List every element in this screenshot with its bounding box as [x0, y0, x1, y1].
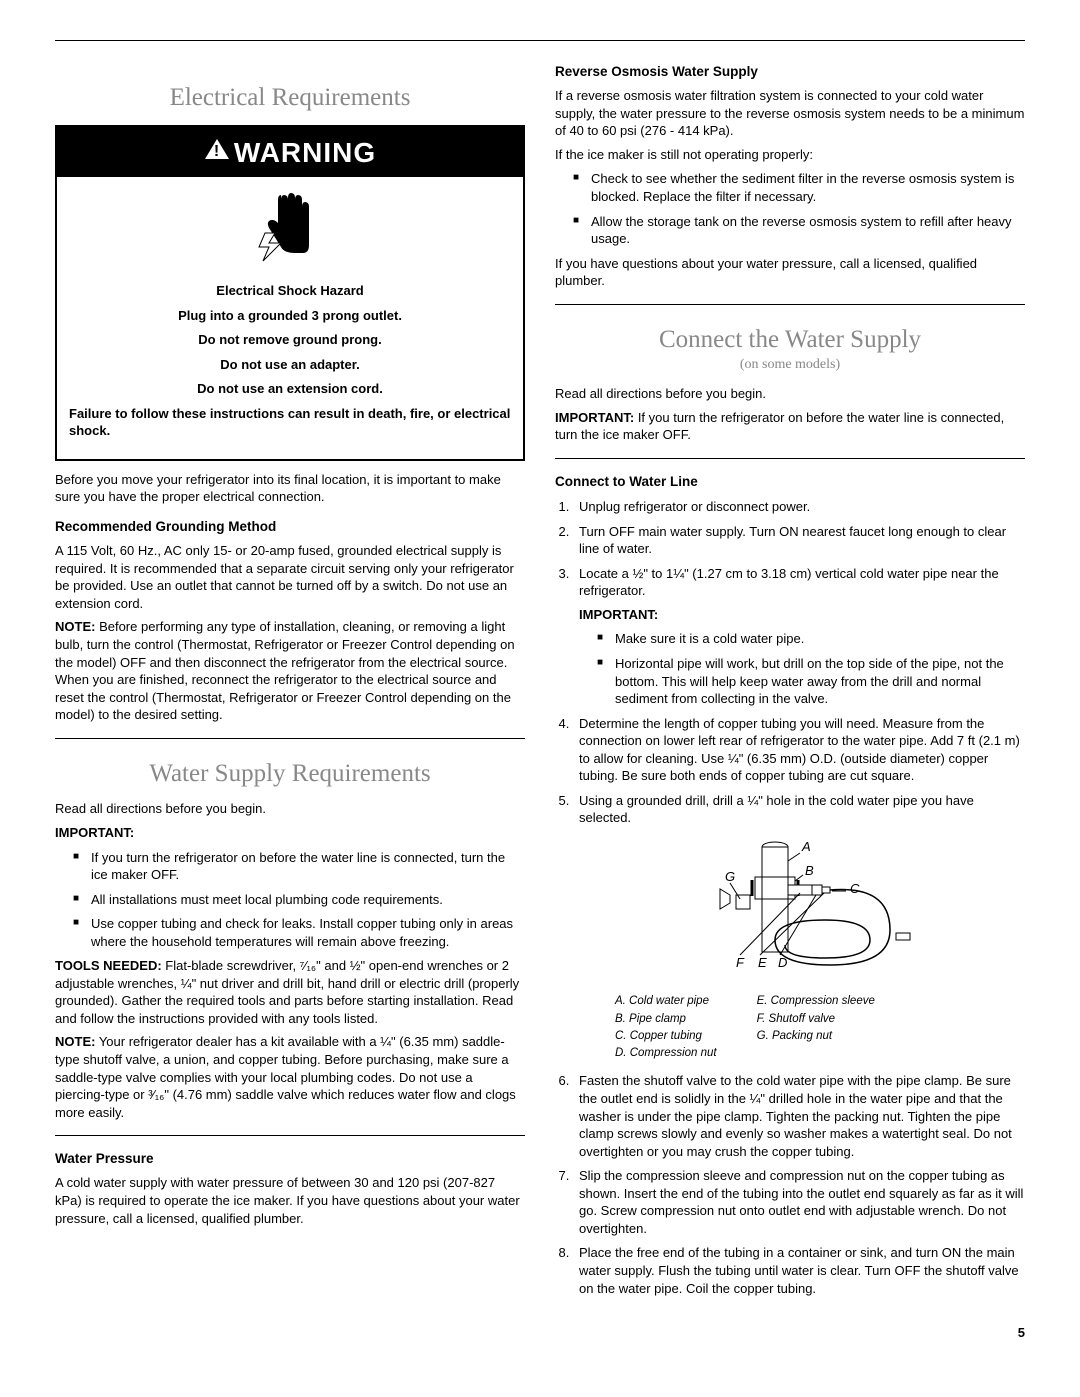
- legend-col: A. Cold water pipe B. Pipe clamp C. Copp…: [615, 993, 717, 1062]
- step: Locate a ½" to 1¼" (1.27 cm to 3.18 cm) …: [573, 565, 1025, 708]
- label-a: A: [801, 839, 811, 854]
- label-g: G: [725, 869, 735, 884]
- ro-text: If a reverse osmosis water filtration sy…: [555, 87, 1025, 140]
- pressure-text: A cold water supply with water pressure …: [55, 1174, 525, 1227]
- warning-body: Electrical Shock Hazard Plug into a grou…: [57, 269, 523, 459]
- ro-text3: If you have questions about your water p…: [555, 255, 1025, 290]
- ro-list: Check to see whether the sediment filter…: [573, 170, 1025, 247]
- note-para: NOTE: Before performing any type of inst…: [55, 618, 525, 723]
- list-item: Make sure it is a cold water pipe.: [597, 630, 1025, 648]
- on-some-models: (on some models): [555, 356, 1025, 375]
- label-e: E: [758, 955, 767, 970]
- intro-text: Before you move your refrigerator into i…: [55, 471, 525, 506]
- left-column: Electrical Requirements ! WARNING Electr…: [55, 63, 525, 1304]
- page-number: 5: [55, 1324, 1025, 1342]
- label-b: B: [805, 863, 814, 878]
- hazard-line: Plug into a grounded 3 prong outlet.: [69, 307, 511, 325]
- hazard-line: Do not remove ground prong.: [69, 331, 511, 349]
- label-f: F: [736, 955, 745, 970]
- diagram-legend: A. Cold water pipe B. Pipe clamp C. Copp…: [615, 993, 985, 1062]
- right-column: Reverse Osmosis Water Supply If a revers…: [555, 63, 1025, 1304]
- ro-heading: Reverse Osmosis Water Supply: [555, 63, 1025, 81]
- legend-col: E. Compression sleeve F. Shutoff valve G…: [757, 993, 875, 1062]
- label-d: D: [778, 955, 787, 970]
- connect-water-title: Connect the Water Supply: [555, 323, 1025, 357]
- step: Fasten the shutoff valve to the cold wat…: [573, 1072, 1025, 1160]
- warning-header: ! WARNING: [57, 127, 523, 177]
- step: Turn OFF main water supply. Turn ON near…: [573, 523, 1025, 558]
- hazard-title: Electrical Shock Hazard: [69, 282, 511, 300]
- electrical-requirements-title: Electrical Requirements: [55, 81, 525, 115]
- grounding-heading: Recommended Grounding Method: [55, 518, 525, 536]
- section-divider: [55, 1135, 525, 1136]
- important-label: IMPORTANT:: [55, 824, 525, 842]
- important-line: IMPORTANT: If you turn the refrigerator …: [555, 409, 1025, 444]
- list-item: All installations must meet local plumbi…: [73, 891, 525, 909]
- section-divider: [555, 458, 1025, 459]
- steps-list-cont: Fasten the shutoff valve to the cold wat…: [573, 1072, 1025, 1297]
- important-list: If you turn the refrigerator on before t…: [73, 849, 525, 951]
- tools-para: TOOLS NEEDED: Flat-blade screwdriver, ⁷⁄…: [55, 957, 525, 1027]
- ro-text2: If the ice maker is still not operating …: [555, 146, 1025, 164]
- list-item: Allow the storage tank on the reverse os…: [573, 213, 1025, 248]
- read-directions: Read all directions before you begin.: [55, 800, 525, 818]
- warning-label: WARNING: [234, 137, 376, 168]
- label-c: C: [850, 881, 860, 896]
- svg-text:!: !: [214, 143, 220, 160]
- top-rule: [55, 40, 1025, 41]
- step: Slip the compression sleeve and compress…: [573, 1167, 1025, 1237]
- water-pressure-heading: Water Pressure: [55, 1150, 525, 1168]
- warning-box: ! WARNING Electrical Shock Hazard Plug i…: [55, 125, 525, 461]
- step: Determine the length of copper tubing yo…: [573, 715, 1025, 785]
- hazard-line: Failure to follow these instructions can…: [69, 405, 511, 440]
- connect-line-heading: Connect to Water Line: [555, 473, 1025, 491]
- note2-para: NOTE: Your refrigerator dealer has a kit…: [55, 1033, 525, 1121]
- list-item: If you turn the refrigerator on before t…: [73, 849, 525, 884]
- section-divider: [555, 304, 1025, 305]
- step3-sublist: Make sure it is a cold water pipe. Horiz…: [597, 630, 1025, 707]
- step: Place the free end of the tubing in a co…: [573, 1244, 1025, 1297]
- steps-list: Unplug refrigerator or disconnect power.…: [573, 498, 1025, 827]
- step: Using a grounded drill, drill a ¼" hole …: [573, 792, 1025, 827]
- section-divider: [55, 738, 525, 739]
- step: Unplug refrigerator or disconnect power.: [573, 498, 1025, 516]
- grounding-text: A 115 Volt, 60 Hz., AC only 15- or 20-am…: [55, 542, 525, 612]
- list-item: Check to see whether the sediment filter…: [573, 170, 1025, 205]
- water-supply-req-title: Water Supply Requirements: [55, 757, 525, 791]
- list-item: Horizontal pipe will work, but drill on …: [597, 655, 1025, 708]
- hazard-line: Do not use an extension cord.: [69, 380, 511, 398]
- hazard-line: Do not use an adapter.: [69, 356, 511, 374]
- warning-triangle-icon: !: [204, 132, 230, 170]
- shock-hand-icon: [57, 177, 523, 270]
- read-directions: Read all directions before you begin.: [555, 385, 1025, 403]
- pipe-diagram: A B C D E F G: [555, 835, 1025, 990]
- list-item: Use copper tubing and check for leaks. I…: [73, 915, 525, 950]
- page-columns: Electrical Requirements ! WARNING Electr…: [55, 63, 1025, 1304]
